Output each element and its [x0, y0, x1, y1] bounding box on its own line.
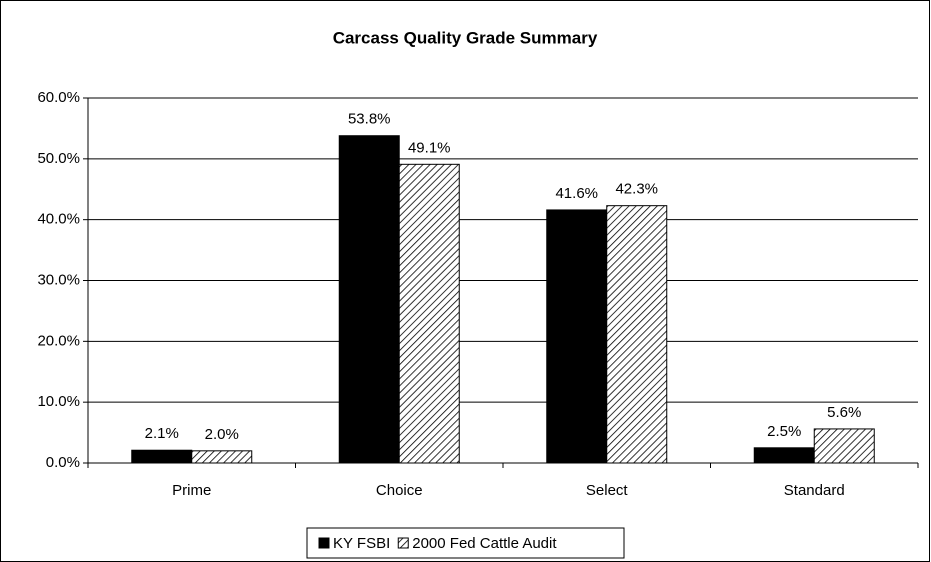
- y-tick-label: 30.0%: [37, 271, 80, 288]
- legend-label: KY FSBI: [333, 535, 390, 552]
- chart-title: Carcass Quality Grade Summary: [333, 28, 598, 47]
- bar: [131, 449, 193, 464]
- bar: [338, 135, 400, 464]
- y-tick-label: 10.0%: [37, 393, 80, 410]
- y-tick-label: 0.0%: [46, 454, 80, 471]
- data-label: 2.1%: [145, 425, 179, 442]
- legend-box: [306, 527, 625, 559]
- x-tick-label: Standard: [784, 482, 845, 499]
- y-tick-label: 40.0%: [37, 211, 80, 228]
- x-tick-label: Prime: [172, 482, 211, 499]
- data-label: 42.3%: [615, 181, 658, 198]
- y-tick-label: 60.0%: [37, 89, 80, 106]
- data-label: 5.6%: [827, 404, 861, 421]
- data-label: 41.6%: [555, 185, 598, 202]
- bar: [753, 447, 815, 464]
- bar: [398, 163, 460, 464]
- bar: [813, 428, 875, 464]
- legend-label: 2000 Fed Cattle Audit: [412, 535, 557, 552]
- y-tick-label: 50.0%: [37, 150, 80, 167]
- y-tick-label: 20.0%: [37, 332, 80, 349]
- data-label: 2.5%: [767, 423, 801, 440]
- legend-swatch: [318, 537, 330, 549]
- bar: [191, 450, 253, 464]
- x-tick-label: Choice: [376, 482, 423, 499]
- legend-swatch: [397, 537, 409, 549]
- x-tick-label: Select: [586, 482, 629, 499]
- data-label: 49.1%: [408, 139, 451, 156]
- bar: [546, 209, 608, 464]
- data-label: 53.8%: [348, 111, 391, 128]
- bar: [606, 205, 668, 464]
- data-label: 2.0%: [205, 426, 239, 443]
